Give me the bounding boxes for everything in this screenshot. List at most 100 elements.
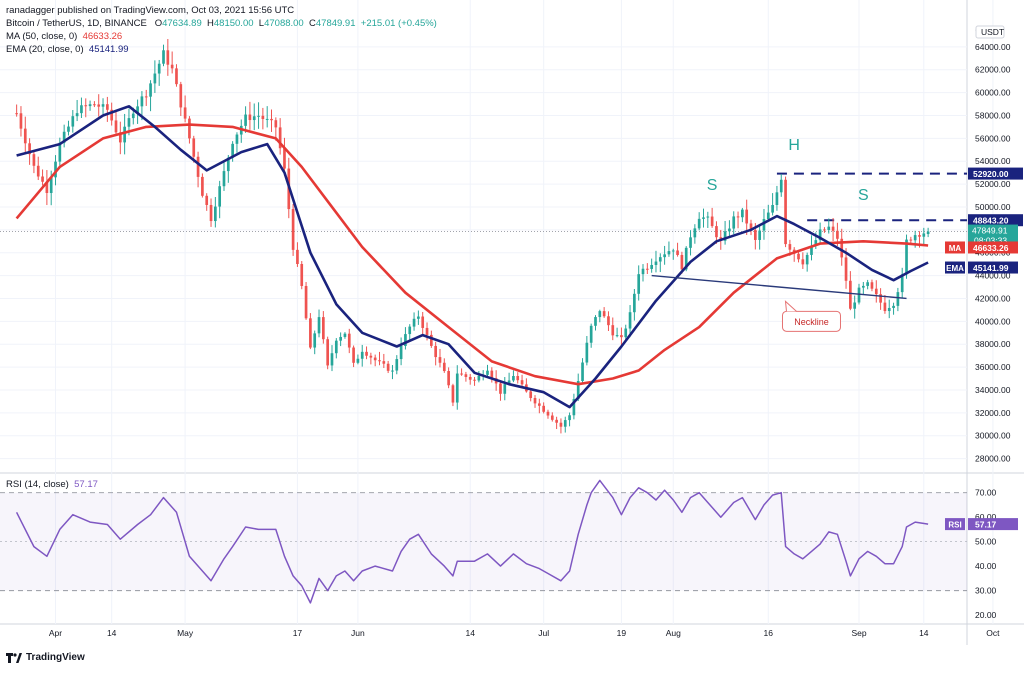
price-tick-label: 54000.00 bbox=[975, 156, 1011, 166]
candle-body bbox=[866, 282, 869, 286]
candle-body bbox=[749, 223, 753, 231]
ma-value-tag-bg bbox=[968, 241, 1018, 254]
candle bbox=[689, 230, 692, 256]
candle bbox=[550, 412, 554, 422]
candle-body bbox=[71, 116, 75, 127]
candle bbox=[442, 358, 446, 373]
symbol-line[interactable]: Bitcoin / TetherUS, 1D, BINANCE O47634.8… bbox=[6, 17, 437, 30]
candle bbox=[347, 328, 351, 354]
price-tick-label: 50000.00 bbox=[975, 202, 1011, 212]
candle bbox=[728, 220, 731, 236]
rsi-value-tag: 57.17 bbox=[975, 520, 997, 530]
candle-body bbox=[503, 384, 507, 394]
ema-name-tag: EMA bbox=[946, 264, 964, 273]
ema-value-tag: 45141.99 bbox=[973, 263, 1009, 273]
candle-body bbox=[693, 228, 697, 238]
candle bbox=[589, 323, 593, 348]
candle-body bbox=[918, 235, 921, 237]
candle-body bbox=[879, 294, 882, 303]
candle-body bbox=[831, 226, 835, 231]
ma-legend[interactable]: MA (50, close, 0) 46633.26 bbox=[6, 30, 437, 43]
price-tick-label: 36000.00 bbox=[975, 362, 1011, 372]
candle bbox=[611, 317, 615, 341]
candle bbox=[261, 107, 265, 130]
candle-body bbox=[343, 333, 347, 337]
candle-body bbox=[883, 302, 887, 312]
candle-body bbox=[88, 104, 92, 107]
candle bbox=[758, 226, 761, 250]
ema-legend[interactable]: EMA (20, close, 0) 45141.99 bbox=[6, 43, 437, 56]
candle-body bbox=[175, 68, 178, 85]
candle bbox=[300, 261, 304, 290]
candle bbox=[114, 109, 118, 136]
candle bbox=[831, 218, 835, 242]
candle-body bbox=[741, 209, 744, 218]
ma-value-tag: 46633.26 bbox=[973, 243, 1009, 253]
candle bbox=[771, 193, 774, 216]
candle bbox=[322, 311, 325, 344]
time-tick-label: 14 bbox=[107, 628, 117, 638]
candle bbox=[84, 98, 88, 118]
candle bbox=[620, 327, 623, 346]
candle bbox=[581, 358, 584, 384]
candle bbox=[702, 208, 705, 228]
candle-body bbox=[533, 397, 537, 404]
price-tick-label: 32000.00 bbox=[975, 408, 1011, 418]
price-tick-label: 44000.00 bbox=[975, 271, 1011, 281]
rsi-header[interactable]: RSI (14, close) 57.17 bbox=[6, 478, 98, 491]
price-tick-label: 28000.00 bbox=[975, 454, 1011, 464]
candle-body bbox=[326, 339, 330, 366]
candle-body bbox=[110, 109, 114, 121]
candle-body bbox=[84, 105, 88, 107]
candle bbox=[434, 341, 438, 366]
candle bbox=[438, 348, 442, 368]
price-pane-bg bbox=[0, 0, 967, 470]
candle bbox=[628, 305, 632, 338]
candle-body bbox=[222, 171, 226, 187]
candle-body bbox=[607, 316, 610, 326]
candle-body bbox=[235, 134, 239, 144]
symbol-name: Bitcoin / TetherUS, 1D, BINANCE bbox=[6, 18, 147, 29]
candle bbox=[887, 299, 891, 319]
candle-body bbox=[645, 268, 649, 270]
candle bbox=[170, 51, 174, 74]
candle-body bbox=[598, 311, 602, 318]
candle bbox=[88, 100, 92, 111]
candle-body bbox=[620, 335, 623, 338]
candle-body bbox=[408, 326, 412, 335]
candle-body bbox=[127, 118, 131, 127]
candle bbox=[19, 106, 23, 137]
current-price-countdown: 08:03:33 bbox=[974, 236, 1007, 246]
candle-body bbox=[252, 116, 256, 121]
time-tick-label: Apr bbox=[49, 628, 62, 638]
candle bbox=[520, 374, 524, 387]
candle-body bbox=[775, 192, 779, 206]
tradingview-footer[interactable]: TradingView bbox=[6, 652, 85, 663]
candle-body bbox=[231, 143, 234, 158]
candle-body bbox=[382, 361, 386, 364]
candle-body bbox=[399, 345, 403, 360]
candle-body bbox=[391, 370, 394, 372]
candle-body bbox=[369, 355, 373, 358]
currency-badge: USDT bbox=[975, 25, 1005, 39]
candle-body bbox=[28, 143, 31, 155]
candle-body bbox=[637, 274, 641, 294]
candle bbox=[412, 312, 416, 331]
candle bbox=[853, 295, 857, 319]
candle bbox=[391, 365, 394, 380]
candle-body bbox=[516, 376, 520, 381]
candle bbox=[395, 355, 399, 375]
price-tick-label: 64000.00 bbox=[975, 42, 1011, 52]
candle bbox=[512, 370, 515, 383]
candle bbox=[291, 203, 295, 256]
candle-body bbox=[188, 118, 191, 139]
axis-layer[interactable]: 28000.00 30000.00 32000.00 34000.00 36000.00… bbox=[49, 25, 1011, 638]
ma-name-tag-bg bbox=[945, 241, 965, 254]
candle-body bbox=[226, 157, 230, 172]
neckline-callout-pointer bbox=[784, 300, 797, 312]
close-label: C bbox=[309, 18, 316, 29]
candle-body bbox=[347, 333, 351, 348]
candle bbox=[373, 354, 377, 367]
candle-body bbox=[395, 359, 399, 371]
